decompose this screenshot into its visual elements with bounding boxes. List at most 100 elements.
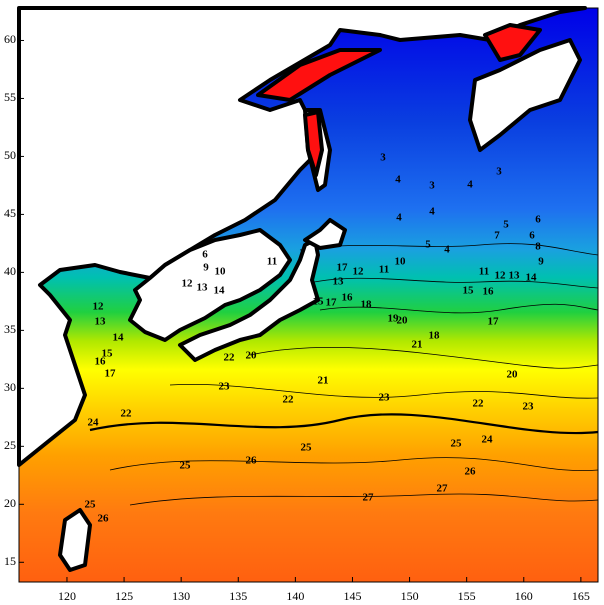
korea <box>128 228 292 342</box>
mainland <box>17 6 587 467</box>
kamchatka <box>468 38 582 152</box>
contour-label: 18 <box>429 330 441 342</box>
contour-label: 21 <box>318 375 329 387</box>
x-tick-label: 135 <box>229 589 247 603</box>
contour-label: 5 <box>425 239 431 251</box>
contour-label: 25 <box>301 442 313 454</box>
contour-label: 25 <box>180 460 192 472</box>
x-tick-label: 150 <box>401 589 419 603</box>
contour-label: 4 <box>467 179 473 191</box>
y-tick-label: 50 <box>4 148 16 162</box>
contour-label: 18 <box>361 299 373 311</box>
contour-label: 12 <box>93 301 105 313</box>
contour-label: 3 <box>429 180 435 192</box>
x-tick-label: 155 <box>458 589 476 603</box>
contour-label: 20 <box>507 369 519 381</box>
y-tick-label: 35 <box>4 322 16 336</box>
contour-label: 26 <box>98 513 110 525</box>
contour-label: 26 <box>465 466 477 478</box>
y-tick-label: 25 <box>4 438 16 452</box>
contour-label: 23 <box>219 381 231 393</box>
y-tick-label: 55 <box>4 90 16 104</box>
x-tick-label: 165 <box>572 589 590 603</box>
contour-label: 9 <box>203 262 209 274</box>
taiwan <box>58 508 92 572</box>
x-tick-label: 130 <box>172 589 190 603</box>
contour-label: 13 <box>197 282 209 294</box>
contour-label: 17 <box>488 316 500 328</box>
x-tick-label: 120 <box>58 589 76 603</box>
x-tick-label: 140 <box>286 589 304 603</box>
contour-label: 20 <box>246 350 258 362</box>
x-tick-label: 125 <box>115 589 133 603</box>
contour-label: 13 <box>95 316 107 328</box>
contour-label: 4 <box>444 244 450 256</box>
contour-label: 14 <box>526 272 538 284</box>
contour-label: 27 <box>437 483 449 495</box>
contour-label: 15 <box>313 296 325 308</box>
contour-label: 16 <box>342 292 354 304</box>
contour-label: 17 <box>326 297 338 309</box>
contour-label: 17 <box>337 262 349 274</box>
ice-area <box>256 48 382 102</box>
frame <box>18 7 599 583</box>
hokkaido <box>303 218 347 250</box>
y-tick-label: 60 <box>4 32 16 46</box>
x-tick-label: 145 <box>343 589 361 603</box>
y-tick-label: 15 <box>4 554 16 568</box>
contour-label: 13 <box>333 276 345 288</box>
contour-label: 10 <box>215 266 227 278</box>
contour-label: 4 <box>396 212 402 224</box>
contour-label: 15 <box>463 285 475 297</box>
contour-label: 12 <box>353 266 365 278</box>
contour-label: 19 <box>388 313 400 325</box>
contour-label: 11 <box>267 256 277 268</box>
contour-label: 20 <box>397 315 409 327</box>
contour-label: 6 <box>535 214 541 226</box>
contour-label: 3 <box>380 152 386 164</box>
contour-label: 6 <box>529 230 535 242</box>
contours <box>89 243 599 506</box>
contour-label: 15 <box>102 348 114 360</box>
y-tick-label: 45 <box>4 206 16 220</box>
ice-area <box>483 23 542 62</box>
contour-label: 10 <box>395 256 407 268</box>
contour-label: 8 <box>535 241 541 253</box>
contour-label: 14 <box>113 332 125 344</box>
contour-label: 3 <box>496 166 502 178</box>
y-tick-label: 30 <box>4 380 16 394</box>
contour-label: 22 <box>224 352 236 364</box>
contour-label: 11 <box>479 266 489 278</box>
contour-label: 26 <box>246 455 258 467</box>
contour-label: 17 <box>105 368 117 380</box>
contour-label: 14 <box>214 285 226 297</box>
contour-label: 23 <box>523 401 535 413</box>
contour-label: 25 <box>85 499 97 511</box>
y-tick-label: 20 <box>4 496 16 510</box>
contour-label: 7 <box>494 230 500 242</box>
x-tick-label: 160 <box>515 589 533 603</box>
contour-label: 12 <box>495 270 507 282</box>
contour-label: 11 <box>379 264 389 276</box>
contour-label: 21 <box>412 339 423 351</box>
contour-label: 22 <box>121 408 133 420</box>
contour-label: 24 <box>482 434 494 446</box>
contour-label: 16 <box>95 356 107 368</box>
contour-label: 9 <box>538 256 544 268</box>
contour-label: 27 <box>363 492 375 504</box>
ice-area <box>303 110 324 177</box>
japan <box>178 238 320 362</box>
contour-label: 25 <box>451 438 463 450</box>
contour-label: 24 <box>88 417 100 429</box>
contour-label: 16 <box>483 286 495 298</box>
contour-label: 12 <box>182 278 194 290</box>
contour-label: 13 <box>509 270 521 282</box>
contour-label: 6 <box>202 249 208 261</box>
contour-label: 22 <box>473 398 485 410</box>
contour-label: 4 <box>395 174 401 186</box>
y-tick-label: 40 <box>4 264 16 278</box>
contour-label: 5 <box>503 219 509 231</box>
contour-label: 22 <box>283 394 295 406</box>
